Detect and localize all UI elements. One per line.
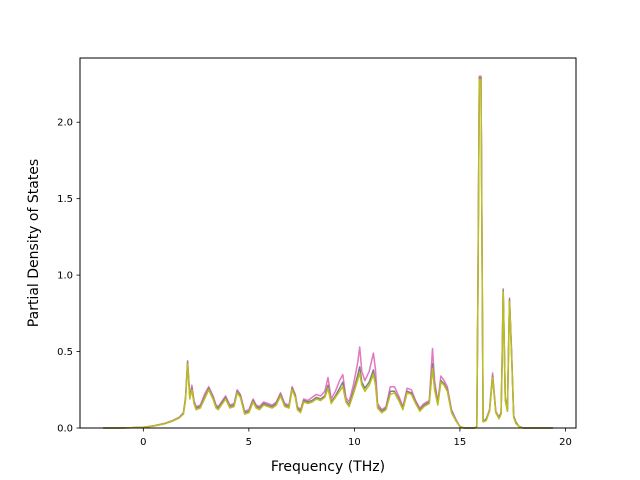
plot-frame	[79, 57, 577, 429]
y-axis-title: Partial Density of States	[26, 159, 42, 327]
x-tick-label: 10	[348, 437, 361, 448]
x-tick-label: 20	[559, 437, 572, 448]
x-axis: 0 5 10 15 20	[140, 428, 572, 448]
y-tick-label: 0.0	[57, 424, 73, 435]
y-tick-label: 0.5	[57, 347, 73, 358]
x-tick-label: 15	[454, 437, 467, 448]
y-axis: 0.0 0.5 1.0 1.5 2.0	[57, 118, 80, 435]
x-tick-label: 0	[140, 437, 146, 448]
y-tick-label: 2.0	[57, 118, 73, 129]
y-tick-label: 1.5	[57, 194, 73, 205]
x-axis-title: Frequency (THz)	[271, 459, 385, 475]
series-line-3	[103, 78, 553, 429]
series-layer	[103, 75, 553, 429]
x-tick-label: 5	[246, 437, 252, 448]
y-tick-label: 1.0	[57, 271, 73, 282]
